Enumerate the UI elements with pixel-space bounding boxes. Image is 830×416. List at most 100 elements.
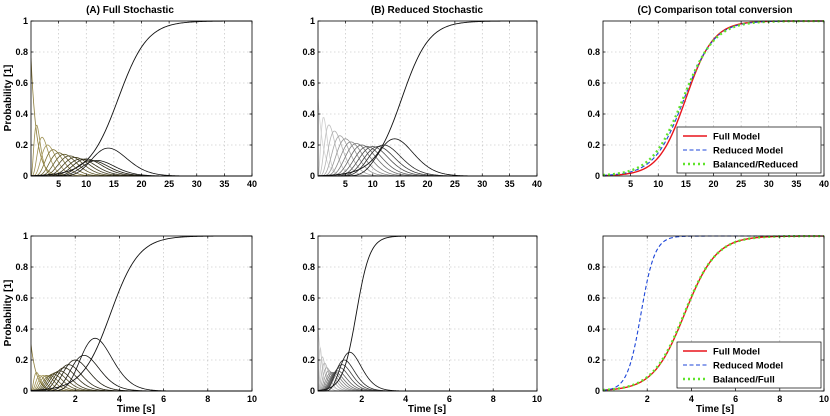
state-probability-curve [31, 124, 252, 177]
x-tick-label: 6 [161, 394, 166, 404]
x-tick-label: 2 [359, 394, 364, 404]
legend-box [676, 126, 822, 174]
x-tick-label: 10 [368, 179, 378, 189]
tick-marks: 5 10 15 20 25 30 35 40 0 0.2 0.4 0.6 0.8 [587, 21, 829, 189]
x-tick-label: 4 [403, 394, 408, 404]
x-tick-label: 10 [81, 179, 91, 189]
x-tick-label: 8 [205, 394, 210, 404]
state-probability-curve [318, 372, 537, 392]
y-tick-label: 0.2 [15, 140, 28, 150]
y-tick-label: 1 [23, 16, 28, 26]
x-tick-label: 2 [73, 394, 78, 404]
legend-label: Reduced Model [713, 146, 783, 157]
panel-a1: 5 10 15 20 25 30 35 40 0 0.2 0.4 0.6 0.8 1 [15, 16, 257, 189]
y-tick-label: 0.6 [587, 78, 600, 88]
panel-c1: 5 10 15 20 25 30 35 40 0 0.2 0.4 0.6 0.8 Full Model Re… [587, 20, 829, 189]
legend: Full Model Reduced Model Balanced/Full [676, 341, 822, 389]
panel-b1: 5 10 15 20 25 30 35 40 0 0.2 0.4 0.6 0.8 1 [302, 16, 542, 189]
state-probability-curve [318, 367, 537, 392]
state-probability-curve [31, 337, 252, 392]
x-tick-label: 40 [532, 179, 542, 189]
x-tick-label: 30 [477, 179, 487, 189]
y-tick-label: 0.8 [302, 262, 315, 272]
x-tick-label: 30 [764, 179, 774, 189]
x-tick-label: 10 [247, 394, 257, 404]
state-probability-curve [318, 347, 537, 392]
state-probability-curve [318, 351, 537, 392]
y-tick-label: 1 [23, 231, 28, 241]
x-tick-label: 5 [628, 179, 633, 189]
x-tick-label: 4 [689, 394, 694, 404]
x-tick-label: 10 [532, 394, 542, 404]
axes-frame [602, 235, 825, 392]
x-tick-label: 10 [653, 179, 663, 189]
series-line-balanced-reduced [603, 20, 824, 177]
curves [31, 235, 252, 392]
y-tick-label: 0.8 [15, 47, 28, 57]
y-tick-label: 0.4 [302, 109, 315, 119]
x-tick-label: 25 [450, 179, 460, 189]
tick-marks: 2 4 6 8 10 0 0.2 0.4 0.6 0.8 1 [302, 231, 542, 404]
legend-label: Reduced Model [713, 361, 783, 372]
state-probability-curve [318, 367, 537, 392]
grid-lines [31, 236, 252, 391]
title-b: (B) Reduced Stochastic [371, 5, 484, 16]
x-tick-label: 15 [681, 179, 691, 189]
y-tick-label: 0.4 [302, 324, 315, 334]
tick-marks: 2 4 6 8 10 0 0.2 0.4 0.6 0.8 [587, 236, 829, 404]
curves [318, 20, 537, 177]
y-tick-label: 0.8 [15, 262, 28, 272]
tick-marks: 2 4 6 8 10 0 0.2 0.4 0.6 0.8 1 [15, 231, 257, 404]
axes-frame [30, 235, 253, 392]
y-tick-label: 0.2 [15, 355, 28, 365]
state-probability-curve [31, 375, 252, 392]
y-tick-label: 0 [595, 386, 600, 396]
grid-lines [318, 236, 537, 391]
grid-lines [31, 21, 252, 176]
xlabel-a: Time [s] [117, 404, 155, 415]
y-tick-label: 0.2 [302, 140, 315, 150]
state-probability-curve [318, 364, 537, 392]
y-tick-label: 1 [310, 231, 315, 241]
y-tick-label: 0.6 [15, 78, 28, 88]
y-tick-label: 0.6 [15, 293, 28, 303]
x-tick-label: 35 [219, 179, 229, 189]
ylabel-top: Probability [1] [3, 65, 14, 132]
legend-label: Balanced/Reduced [713, 160, 798, 171]
y-tick-label: 0.4 [587, 324, 600, 334]
y-tick-label: 0.8 [302, 47, 315, 57]
legend-box [676, 341, 822, 389]
state-probability-curve [31, 364, 252, 392]
x-tick-label: 6 [733, 394, 738, 404]
y-tick-label: 0.2 [302, 355, 315, 365]
state-probability-curve [318, 143, 537, 177]
x-tick-label: 35 [791, 179, 801, 189]
x-tick-label: 5 [56, 179, 61, 189]
final-state-curve [318, 235, 537, 391]
y-tick-label: 0.6 [587, 293, 600, 303]
y-tick-label: 0 [310, 386, 315, 396]
grid-lines [318, 21, 537, 176]
x-tick-label: 40 [247, 179, 257, 189]
tick-marks: 5 10 15 20 25 30 35 40 0 0.2 0.4 0.6 0.8 1 [302, 16, 542, 189]
state-probability-curve [318, 362, 537, 392]
y-tick-label: 0 [23, 171, 28, 181]
y-tick-label: 0.4 [15, 109, 28, 119]
ylabel-bottom: Probability [1] [3, 280, 14, 347]
curves [31, 20, 252, 177]
y-tick-label: 0.6 [302, 293, 315, 303]
title-c: (C) Comparison total conversion [637, 5, 792, 16]
final-state-curve [31, 235, 252, 391]
panel-a2: 2 4 6 8 10 0 0.2 0.4 0.6 0.8 1 [15, 231, 257, 404]
y-tick-label: 0.2 [587, 140, 600, 150]
x-tick-label: 8 [777, 394, 782, 404]
legend-label: Balanced/Full [713, 375, 775, 386]
x-tick-label: 10 [819, 394, 829, 404]
y-tick-label: 0 [310, 171, 315, 181]
legend: Full Model Reduced Model Balanced/Reduced [676, 126, 822, 174]
x-tick-label: 25 [736, 179, 746, 189]
curves [318, 235, 537, 392]
y-tick-label: 0.6 [302, 78, 315, 88]
y-tick-label: 0.8 [587, 47, 600, 57]
panel-b2: 2 4 6 8 10 0 0.2 0.4 0.6 0.8 1 [302, 231, 542, 404]
